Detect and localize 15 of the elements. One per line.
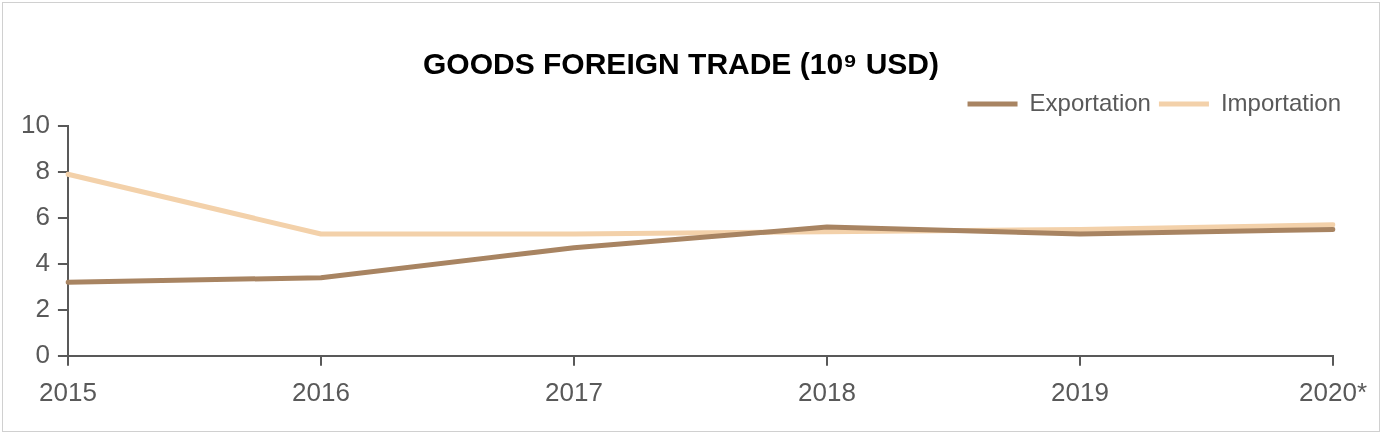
- y-tick-label: 6: [35, 201, 50, 232]
- y-tick-label: 2: [35, 293, 50, 324]
- y-tick-label: 8: [35, 155, 50, 186]
- legend-label: Importation: [1220, 88, 1341, 116]
- x-tick-label: 2019: [1051, 376, 1109, 407]
- legend-label: Exportation: [1029, 88, 1151, 116]
- x-tick-label: 2020*: [1299, 376, 1368, 407]
- x-tick-label: 2015: [39, 376, 97, 407]
- y-tick-label: 0: [35, 338, 50, 369]
- x-tick-label: 2017: [545, 376, 603, 407]
- chart-title: GOODS FOREIGN TRADE (10⁹ USD): [423, 47, 939, 81]
- x-tick-label: 2018: [798, 376, 856, 407]
- y-tick-label: 4: [35, 247, 50, 278]
- y-tick-label: 10: [21, 109, 50, 140]
- x-tick-label: 2016: [292, 376, 350, 407]
